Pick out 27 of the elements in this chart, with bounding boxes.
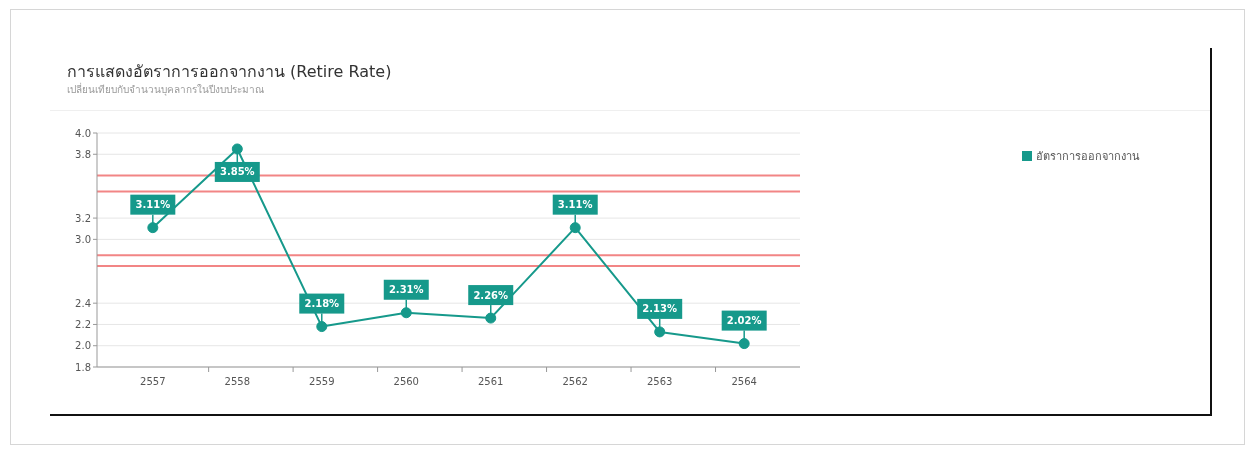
x-tick-label: 2561 bbox=[478, 376, 504, 387]
y-tick-label: 4.0 bbox=[75, 127, 91, 139]
y-tick-label: 3.2 bbox=[75, 212, 91, 224]
x-tick-label: 2563 bbox=[646, 376, 673, 387]
x-tick-label: 2560 bbox=[393, 376, 419, 387]
x-tick-label: 2564 bbox=[731, 376, 757, 387]
chart-title: การแสดงอัตราการออกจากงาน (Retire Rate) bbox=[67, 61, 392, 82]
legend-label: อัตราการออกจากงาน bbox=[1036, 150, 1140, 163]
data-label: 3.85% bbox=[219, 166, 255, 178]
y-tick-label: 3.0 bbox=[75, 233, 91, 245]
y-tick-label: 1.8 bbox=[75, 361, 91, 373]
x-tick-label: 2562 bbox=[562, 376, 588, 387]
y-tick-label: 3.8 bbox=[75, 148, 91, 160]
data-label: 2.26% bbox=[473, 289, 509, 301]
x-tick-label: 2557 bbox=[140, 376, 166, 387]
y-tick-label: 2.2 bbox=[75, 319, 91, 330]
y-tick-label: 2.0 bbox=[75, 340, 91, 352]
data-label: 3.11% bbox=[557, 199, 593, 211]
data-label: 2.13% bbox=[642, 303, 678, 315]
x-tick-label: 2559 bbox=[309, 376, 335, 387]
y-tick-label: 2.4 bbox=[75, 297, 91, 309]
data-label: 2.02% bbox=[726, 315, 762, 327]
data-label: 2.31% bbox=[388, 284, 424, 296]
chart-subtitle: เปลี่ยนเทียบกับจำนวนบุคลากรในปีงบประมาณ bbox=[67, 82, 264, 97]
x-tick-label: 2558 bbox=[224, 376, 251, 387]
data-label: 3.11% bbox=[135, 199, 171, 211]
data-label: 2.18% bbox=[304, 298, 340, 310]
